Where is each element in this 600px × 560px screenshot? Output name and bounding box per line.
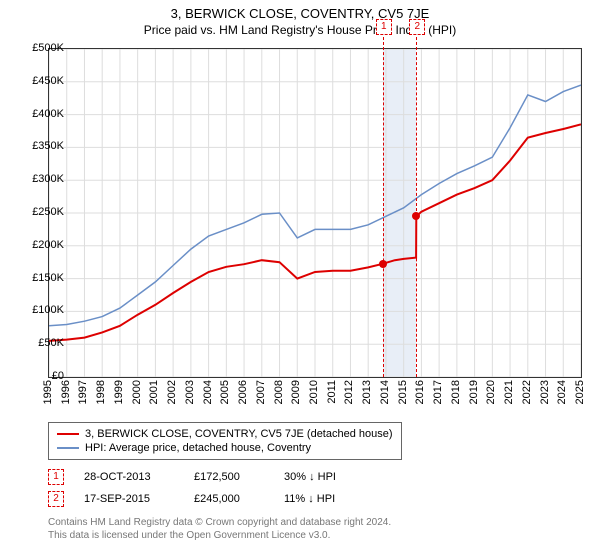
x-axis-label: 2007 xyxy=(255,380,267,404)
footnote-line: Contains HM Land Registry data © Crown c… xyxy=(48,516,391,529)
x-axis-label: 2000 xyxy=(131,380,143,404)
sale-hpi-diff: 30% ↓ HPI xyxy=(284,471,384,483)
x-axis-label: 2008 xyxy=(273,380,285,404)
x-axis-label: 2025 xyxy=(574,380,586,404)
legend-item: HPI: Average price, detached house, Cove… xyxy=(57,441,393,455)
sale-marker-line: 2 xyxy=(416,37,417,377)
y-axis-label: £500K xyxy=(19,42,64,54)
y-axis-label: £200K xyxy=(19,239,64,251)
y-axis-label: £400K xyxy=(19,108,64,120)
x-axis-label: 2015 xyxy=(397,380,409,404)
x-axis-label: 1998 xyxy=(95,380,107,404)
x-axis-label: 2020 xyxy=(485,380,497,404)
sale-date: 28-OCT-2013 xyxy=(84,471,174,483)
chart-title-address: 3, BERWICK CLOSE, COVENTRY, CV5 7JE xyxy=(0,0,600,21)
legend-label: 3, BERWICK CLOSE, COVENTRY, CV5 7JE (det… xyxy=(85,428,393,440)
x-axis-label: 1995 xyxy=(42,380,54,404)
sale-row: 2 17-SEP-2015 £245,000 11% ↓ HPI xyxy=(48,488,384,510)
sale-marker-icon: 2 xyxy=(48,491,64,507)
x-axis-label: 1999 xyxy=(113,380,125,404)
x-axis-label: 2009 xyxy=(290,380,302,404)
x-axis-label: 2006 xyxy=(237,380,249,404)
y-axis-label: £50K xyxy=(19,337,64,349)
chart-plot-area: 12 xyxy=(48,48,582,378)
sale-point-icon xyxy=(412,212,420,220)
sale-date: 17-SEP-2015 xyxy=(84,493,174,505)
x-axis-label: 2011 xyxy=(326,380,338,404)
x-axis-label: 1997 xyxy=(77,380,89,404)
sale-row: 1 28-OCT-2013 £172,500 30% ↓ HPI xyxy=(48,466,384,488)
x-axis-label: 2005 xyxy=(219,380,231,404)
legend-item: 3, BERWICK CLOSE, COVENTRY, CV5 7JE (det… xyxy=(57,427,393,441)
x-axis-label: 2017 xyxy=(432,380,444,404)
chart-subtitle: Price paid vs. HM Land Registry's House … xyxy=(0,21,600,37)
sale-hpi-diff: 11% ↓ HPI xyxy=(284,493,384,505)
y-axis-label: £150K xyxy=(19,272,64,284)
chart-container: 3, BERWICK CLOSE, COVENTRY, CV5 7JE Pric… xyxy=(0,0,600,560)
x-axis-label: 2021 xyxy=(503,380,515,404)
x-axis-label: 2022 xyxy=(521,380,533,404)
sale-price: £245,000 xyxy=(194,493,264,505)
chart-legend: 3, BERWICK CLOSE, COVENTRY, CV5 7JE (det… xyxy=(48,422,402,460)
footnote-line: This data is licensed under the Open Gov… xyxy=(48,529,391,542)
footnote: Contains HM Land Registry data © Crown c… xyxy=(48,516,391,542)
x-axis-label: 2018 xyxy=(450,380,462,404)
sale-marker-label: 1 xyxy=(376,19,392,35)
sale-marker-label: 2 xyxy=(409,19,425,35)
x-axis-label: 2010 xyxy=(308,380,320,404)
sale-marker-icon: 1 xyxy=(48,469,64,485)
legend-swatch xyxy=(57,447,79,449)
x-axis-label: 2024 xyxy=(556,380,568,404)
x-axis-label: 1996 xyxy=(60,380,72,404)
x-axis-label: 2012 xyxy=(343,380,355,404)
sale-price: £172,500 xyxy=(194,471,264,483)
chart-svg xyxy=(49,49,581,377)
x-axis-label: 2002 xyxy=(166,380,178,404)
x-axis-label: 2023 xyxy=(539,380,551,404)
y-axis-label: £450K xyxy=(19,75,64,87)
y-axis-label: £350K xyxy=(19,140,64,152)
y-axis-label: £300K xyxy=(19,173,64,185)
sale-marker-line: 1 xyxy=(383,37,384,377)
x-axis-label: 2001 xyxy=(148,380,160,404)
legend-label: HPI: Average price, detached house, Cove… xyxy=(85,442,311,454)
x-axis-label: 2003 xyxy=(184,380,196,404)
sales-table: 1 28-OCT-2013 £172,500 30% ↓ HPI 2 17-SE… xyxy=(48,466,384,510)
x-axis-label: 2013 xyxy=(361,380,373,404)
x-axis-label: 2019 xyxy=(468,380,480,404)
sale-point-icon xyxy=(379,260,387,268)
y-axis-label: £100K xyxy=(19,304,64,316)
x-axis-label: 2004 xyxy=(202,380,214,404)
x-axis-label: 2014 xyxy=(379,380,391,404)
y-axis-label: £250K xyxy=(19,206,64,218)
legend-swatch xyxy=(57,433,79,435)
x-axis-label: 2016 xyxy=(414,380,426,404)
